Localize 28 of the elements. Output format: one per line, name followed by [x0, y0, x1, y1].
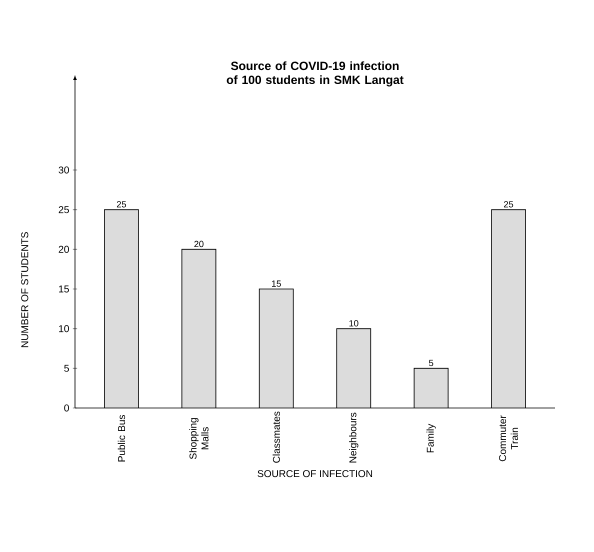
x-axis-title: SOURCE OF INFECTION: [258, 470, 372, 478]
y-tick-label: 15: [59, 286, 69, 292]
y-tick-label: 20: [58, 246, 69, 253]
data-label: 20: [194, 240, 204, 248]
x-tick-label: Classmates: [272, 412, 280, 463]
data-label: 25: [504, 201, 514, 208]
x-tick-label: Shopping Malls: [189, 418, 209, 460]
data-label: 25: [116, 201, 126, 208]
bar: [336, 328, 371, 408]
x-tick-label: Commuter Train: [499, 415, 518, 462]
y-tick-label: 5: [64, 364, 69, 372]
bar: [414, 368, 448, 408]
y-tick-label: 10: [59, 325, 69, 332]
x-tick-label: Neighbours: [349, 412, 358, 462]
data-label: 5: [428, 360, 434, 366]
x-tick-label: Family: [426, 424, 436, 452]
y-tick-label: 25: [58, 206, 69, 214]
y-tick-label: 0: [64, 404, 69, 412]
y-tick-label: 30: [58, 166, 69, 174]
y-axis-title: NUMBER OF STUDENTS: [21, 232, 28, 348]
data-label: 15: [272, 280, 281, 287]
bar: [491, 209, 526, 408]
data-label: 10: [349, 320, 358, 326]
bar: [259, 288, 294, 408]
bar: [104, 210, 138, 408]
chart-title: Source of COVID-19 infection of 100 students in SMK Langat: [226, 61, 404, 86]
bar: [182, 249, 216, 408]
x-tick-label: Public Bus: [118, 415, 126, 462]
